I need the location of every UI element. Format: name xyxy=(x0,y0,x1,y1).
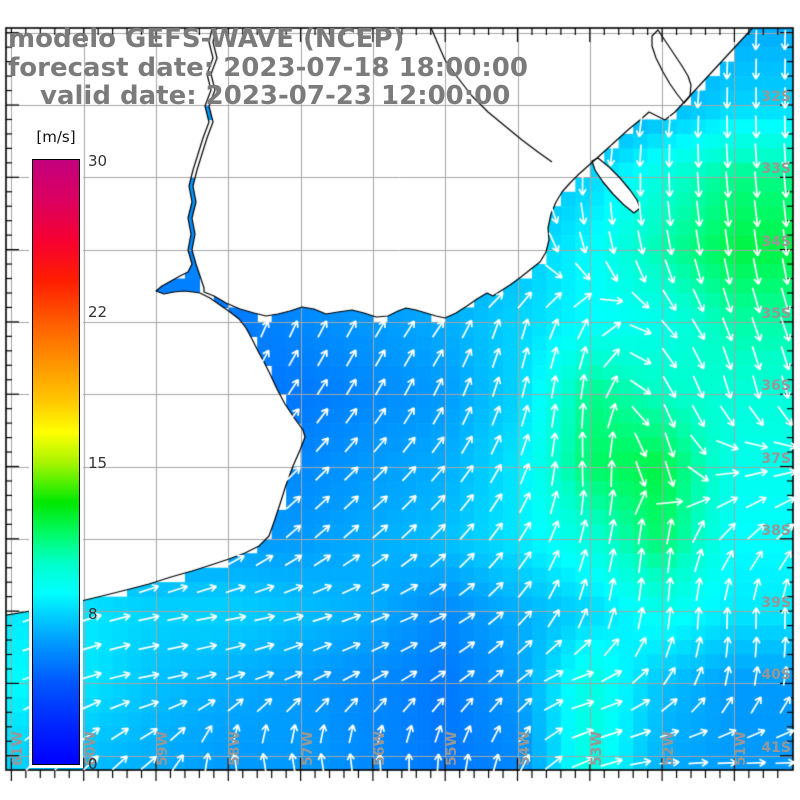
lon-label: 57W xyxy=(299,731,316,766)
lat-label: 36S xyxy=(761,378,791,395)
lat-label: 34S xyxy=(761,233,791,250)
valid-date-line: valid date: 2023-07-23 12:00:00 xyxy=(40,81,511,111)
forecast-date-line: forecast date: 2023-07-18 18:00:00 xyxy=(8,53,528,83)
colorbar-unit-label: [m/s] xyxy=(36,128,76,146)
lon-label: 51W xyxy=(733,731,750,766)
colorbar-tick-label: 15 xyxy=(88,454,108,472)
colorbar-tick-label: 22 xyxy=(88,303,108,321)
lon-label: 53W xyxy=(588,731,605,766)
lon-label: 61W xyxy=(10,731,27,766)
colorbar-frame xyxy=(32,159,80,765)
colorbar-tick-label: 8 xyxy=(88,605,98,623)
lat-label: 35S xyxy=(761,305,791,322)
colorbar xyxy=(29,156,83,768)
colorbar-tick-label: 0 xyxy=(88,755,98,773)
colorbar-gradient xyxy=(33,160,79,764)
lon-label: 58W xyxy=(227,731,244,766)
lon-label: 56W xyxy=(371,731,388,766)
lon-label: 52W xyxy=(661,731,678,766)
model-title: modelo GEFS-WAVE (NCEP) xyxy=(8,24,405,54)
lat-label: 33S xyxy=(761,161,791,178)
lat-label: 32S xyxy=(761,89,791,105)
lon-label: 54W xyxy=(516,731,533,766)
lat-label: 41S xyxy=(761,739,791,756)
lon-label: 59W xyxy=(155,731,171,766)
lat-label: 37S xyxy=(761,450,791,467)
lat-label: 38S xyxy=(761,522,791,539)
lat-label: 40S xyxy=(761,667,791,684)
colorbar-tick-label: 30 xyxy=(88,152,108,170)
lat-label: 39S xyxy=(761,595,791,612)
lon-label: 55W xyxy=(444,731,461,766)
